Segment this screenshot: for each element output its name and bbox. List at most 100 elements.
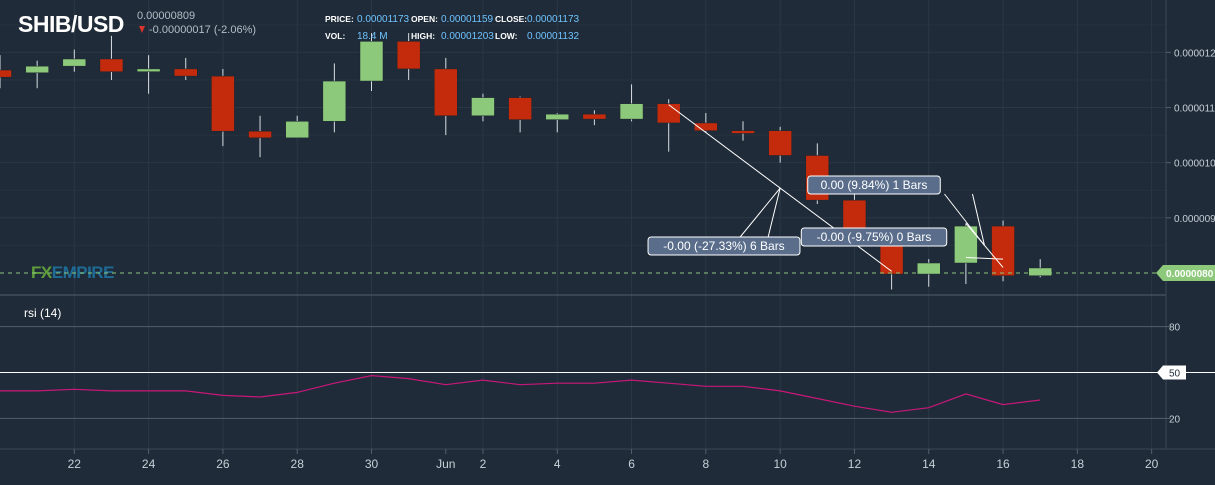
candle[interactable] [248, 115, 272, 158]
measure-label-box [647, 236, 801, 256]
stat-label-price: PRICE: [325, 14, 354, 24]
candle[interactable] [619, 84, 644, 122]
x-tick-label: Jun [436, 457, 455, 471]
measure-label-text: -0.00 (-9.75%) 0 Bars [817, 230, 932, 244]
rsi-level-label: 20 [1169, 414, 1181, 425]
candle[interactable] [694, 113, 718, 133]
measure-label[interactable]: -0.00 (-27.33%) 6 Bars [647, 187, 801, 256]
rsi-label: rsi (14) [24, 306, 61, 320]
drawing-tools[interactable]: -0.00 (-27.33%) 6 Bars 0.00 (9.84%) 1 Bar… [647, 104, 1004, 272]
stat-label-close: CLOSE: [495, 14, 527, 24]
x-tick-label: 22 [68, 457, 82, 471]
candle[interactable] [285, 115, 309, 139]
rsi-line [0, 374, 1041, 413]
candle-body-up [917, 262, 941, 275]
stat-value-open: 0.00001159 [441, 14, 494, 25]
header: SHIB/USD 0.00000809 -0.00000017 (-2.06%)… [18, 10, 580, 42]
candle-body-up [322, 80, 347, 122]
candle-body-down [582, 113, 607, 120]
candle[interactable] [25, 60, 49, 89]
candle-body-up [25, 65, 49, 74]
measure-label-box [807, 175, 941, 195]
y-tick-label: 0.0000090 [1174, 214, 1215, 225]
candle-body-up [285, 121, 309, 139]
horizontal-grid [0, 24, 1166, 246]
candle[interactable] [508, 96, 532, 133]
candle[interactable] [991, 220, 1015, 282]
candle[interactable] [174, 57, 198, 80]
candle-body-down [434, 68, 458, 117]
candle-body-up [359, 41, 384, 82]
x-tick-label: 30 [365, 457, 379, 471]
x-tick-label: 12 [848, 457, 862, 471]
x-tick-label: 18 [1071, 457, 1085, 471]
candle-body-down [768, 130, 792, 156]
stat-label-low: LOW: [495, 31, 518, 41]
candle[interactable] [99, 35, 124, 80]
rsi-level-label: 80 [1169, 323, 1181, 334]
stat-value-low: 0.00001132 [527, 31, 580, 42]
stat-value-price: 0.00001173 [357, 14, 410, 25]
x-tick-label: 26 [216, 457, 230, 471]
stat-value-close: 0.00001173 [527, 14, 580, 25]
x-tick-label: 16 [996, 457, 1010, 471]
x-tick-label: 20 [1145, 457, 1159, 471]
candle-body-down [248, 130, 272, 139]
candlestick-series [0, 33, 1052, 290]
measure-label-pointer [944, 193, 985, 246]
candle[interactable] [359, 33, 384, 91]
x-tick-label: 28 [291, 457, 305, 471]
x-tick-label: 24 [142, 457, 156, 471]
candle[interactable] [471, 93, 495, 122]
candle-body-down [991, 225, 1015, 276]
candle[interactable] [582, 110, 607, 126]
candle-body-down [508, 97, 532, 120]
candle-body-down [0, 69, 12, 78]
symbol-title[interactable]: SHIB/USD [18, 11, 124, 37]
measure-label-box [800, 227, 948, 247]
rsi-level-label: 50 [1169, 369, 1181, 380]
candle-body-up [619, 103, 644, 120]
candle-body-up [136, 68, 161, 72]
measure-label[interactable]: -0.00 (-9.75%) 0 Bars [800, 227, 948, 247]
candle[interactable] [322, 63, 347, 133]
current-price-value: 0.0000080 [1166, 269, 1214, 280]
candle[interactable] [1028, 259, 1052, 278]
last-price: 0.00000809 [137, 10, 195, 22]
measure-label-pointer [739, 187, 781, 238]
candle-body-down [731, 130, 755, 134]
stat-label-open: OPEN: [411, 14, 438, 24]
candle[interactable] [396, 33, 421, 80]
rsi-mid-tag [1157, 365, 1186, 380]
candle[interactable] [545, 113, 569, 133]
down-arrow-icon [139, 26, 145, 33]
candle[interactable] [731, 121, 755, 141]
current-price-tag: 0.0000080 [1156, 264, 1215, 281]
candle[interactable] [434, 57, 458, 136]
stat-value-high: 0.00001203 [441, 31, 494, 42]
candle[interactable] [136, 55, 161, 94]
candle-body-down [99, 58, 124, 72]
measure-label[interactable]: 0.00 (9.84%) 1 Bars [807, 175, 985, 246]
x-tick-label: 14 [922, 457, 936, 471]
candle-body-down [396, 41, 421, 70]
candle-body-down [694, 122, 718, 131]
candle-body-up [954, 225, 978, 264]
candle[interactable] [211, 68, 235, 147]
candle[interactable] [0, 55, 12, 89]
candle[interactable] [954, 223, 978, 284]
candle[interactable] [62, 49, 87, 72]
measure-label-text: 0.00 (9.84%) 1 Bars [821, 178, 928, 192]
candle-body-up [62, 58, 87, 67]
trend-line[interactable] [965, 257, 1004, 260]
candle-body-up [471, 97, 495, 117]
candle[interactable] [768, 126, 792, 163]
candle-body-down [174, 68, 198, 77]
x-tick-label: 10 [773, 457, 787, 471]
x-tick-label: 6 [628, 457, 635, 471]
